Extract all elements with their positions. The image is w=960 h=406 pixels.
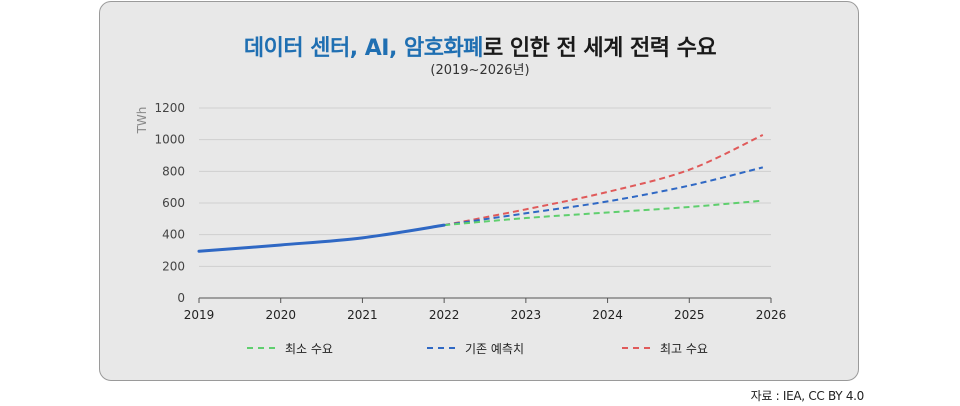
chart-subtitle: (2019~2026년)	[430, 63, 530, 78]
x-tick-label: 2024	[592, 308, 623, 322]
x-tick-label: 2022	[429, 308, 460, 322]
x-tick-label: 2021	[347, 308, 378, 322]
x-tick-label: 2026	[756, 308, 787, 322]
legend-label: 최소 수요	[285, 342, 333, 356]
legend-swatch	[622, 347, 650, 349]
x-tick-label: 2025	[674, 308, 705, 322]
title-highlight: 데이터 센터, AI, 암호화폐	[243, 36, 484, 61]
legend-swatch	[247, 347, 275, 349]
x-tick-label: 2019	[184, 308, 215, 322]
y-tick-label: 200	[162, 259, 185, 273]
legend-label: 기존 예측치	[465, 342, 525, 356]
source-note: 자료 : IEA, CC BY 4.0	[750, 389, 865, 403]
series-base-forecast-line	[443, 166, 764, 227]
legend-swatch	[427, 347, 455, 349]
series-min-demand-line	[444, 199, 763, 227]
legend-label: 최고 수요	[660, 342, 708, 356]
y-tick-label: 0	[177, 291, 185, 305]
series-max-demand-line	[443, 134, 764, 227]
y-tick-label: 600	[162, 196, 185, 210]
series-historical-line	[197, 223, 446, 253]
x-tick-label: 2023	[511, 308, 542, 322]
y-tick-label: 800	[162, 164, 185, 178]
x-tick-label: 2020	[265, 308, 296, 322]
y-tick-label: 400	[162, 228, 185, 242]
title-rest: 로 인한 전 세계 전력 수요	[482, 36, 717, 61]
y-tick-label: 1200	[154, 101, 185, 115]
chart-panel	[99, 1, 859, 381]
y-tick-label: 1000	[154, 133, 185, 147]
chart-title: 데이터 센터, AI, 암호화폐로 인한 전 세계 전력 수요	[0, 30, 960, 62]
y-axis-label: TWh	[135, 107, 149, 135]
